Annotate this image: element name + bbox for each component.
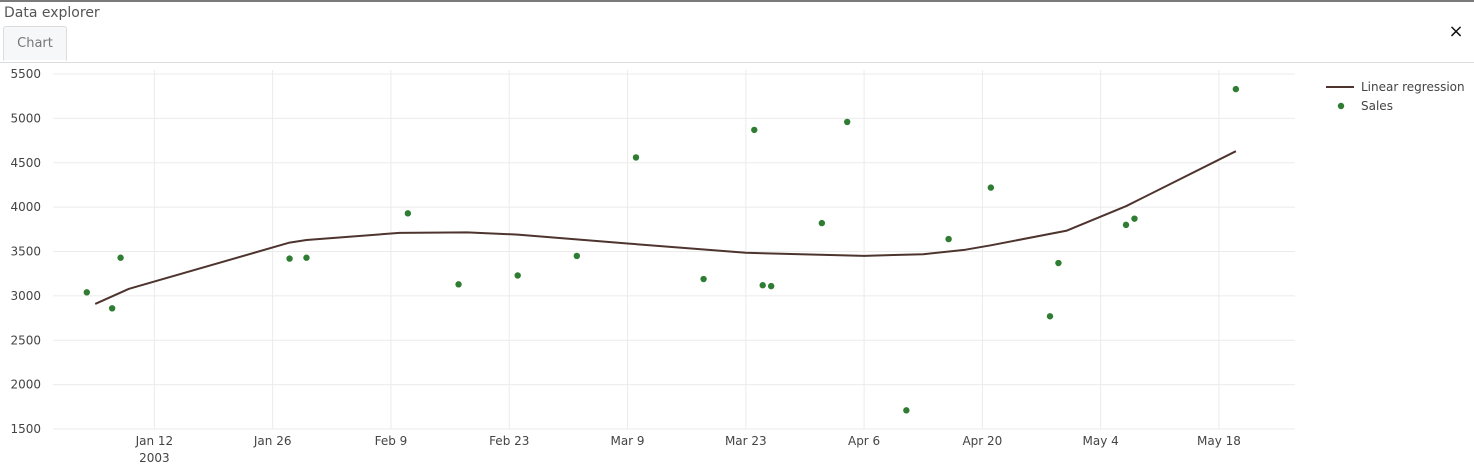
y-tick-label: 2000 <box>10 378 41 392</box>
sales-point <box>303 254 310 261</box>
grid <box>53 70 1295 430</box>
sales-point <box>632 154 640 161</box>
y-tick-label: 5500 <box>10 67 41 81</box>
y-tick-label: 2500 <box>10 333 41 347</box>
y-tick-label: 1500 <box>10 422 41 436</box>
y-tick-label: 3500 <box>10 245 41 259</box>
y-tick-label: 3000 <box>10 289 41 303</box>
y-tick-label: 4500 <box>10 156 41 170</box>
sales-point <box>286 255 293 262</box>
y-axis-ticks: 1500 2000 2500 3000 3500 4000 4500 5000 5500 <box>10 67 41 436</box>
x-tick-label: Mar 9 <box>610 434 644 448</box>
x-tick-label: Mar 23 <box>725 434 767 448</box>
legend-label-sales[interactable]: Sales <box>1361 99 1393 113</box>
y-tick-label: 5000 <box>10 111 41 125</box>
y-tick-label: 4000 <box>10 200 41 214</box>
sales-point <box>1131 215 1138 222</box>
sales-point <box>844 118 851 126</box>
regression-line <box>94 150 1237 305</box>
chart-area: 1500 2000 2500 3000 3500 4000 4500 5000 5500 Jan… <box>10 67 1465 465</box>
legend[interactable]: Linear regression Sales <box>1326 80 1465 113</box>
x-axis-ticks: Jan 12 Jan 26 Feb 9 Feb 23 Mar 9 Mar 23 Apr 6 A… <box>135 434 1241 465</box>
sales-point <box>108 305 116 312</box>
sales-point <box>700 275 707 283</box>
sales-point <box>1232 85 1240 93</box>
x-tick-label: Apr 6 <box>848 434 880 448</box>
x-tick-label: May 18 <box>1197 434 1241 448</box>
close-icon[interactable]: × <box>1448 21 1464 42</box>
x-tick-label: Feb 9 <box>375 434 408 448</box>
sales-point <box>759 282 766 289</box>
sales-point <box>514 272 521 279</box>
sales-points-layer <box>83 85 1240 414</box>
sales-point <box>83 289 90 296</box>
tab-bar: Chart <box>0 26 1474 63</box>
panel-title: Data explorer <box>4 5 100 21</box>
legend-point-swatch <box>1337 102 1345 110</box>
sales-point <box>987 184 995 191</box>
x-tick-label: May 4 <box>1083 434 1119 448</box>
sales-point <box>751 126 758 134</box>
sales-point <box>117 254 124 261</box>
sales-point <box>903 407 910 414</box>
sales-point <box>945 235 952 243</box>
sales-point <box>818 219 826 227</box>
sales-point <box>1046 313 1054 320</box>
sales-point <box>1122 221 1130 229</box>
sales-point <box>1055 259 1062 267</box>
x-tick-label: Feb 23 <box>489 434 529 448</box>
x-tick-label: Jan 26 <box>253 434 292 448</box>
sales-point <box>573 252 581 260</box>
sales-point <box>404 210 412 217</box>
tab-chart[interactable]: Chart <box>3 26 67 61</box>
regression-line-layer <box>94 150 1237 305</box>
sales-point <box>455 281 462 288</box>
sales-point <box>767 282 775 290</box>
x-tick-year-label: 2003 <box>139 451 170 465</box>
legend-label-linear-regression[interactable]: Linear regression <box>1361 80 1465 94</box>
x-tick-label: Apr 20 <box>962 434 1002 448</box>
x-tick-label: Jan 12 <box>135 434 174 448</box>
